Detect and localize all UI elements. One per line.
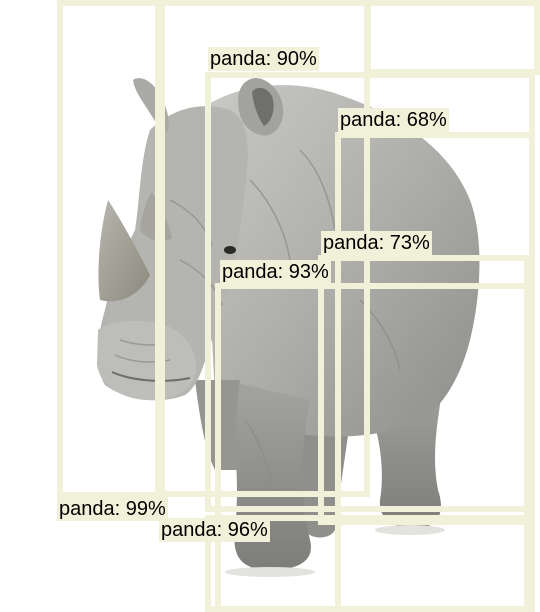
detection-label: panda: 99% — [57, 497, 168, 521]
rhino-front-horn — [98, 200, 150, 302]
detection-label: panda: 96% — [159, 518, 270, 542]
rhino-eye — [224, 246, 236, 254]
detection-label: panda: 93% — [220, 260, 331, 284]
detection-label: panda: 68% — [338, 108, 449, 132]
detection-box — [205, 515, 530, 612]
detection-label: panda: 90% — [208, 47, 319, 71]
detection-box — [365, 0, 540, 75]
detection-box — [57, 0, 165, 498]
detection-label: panda: 73% — [321, 231, 432, 255]
